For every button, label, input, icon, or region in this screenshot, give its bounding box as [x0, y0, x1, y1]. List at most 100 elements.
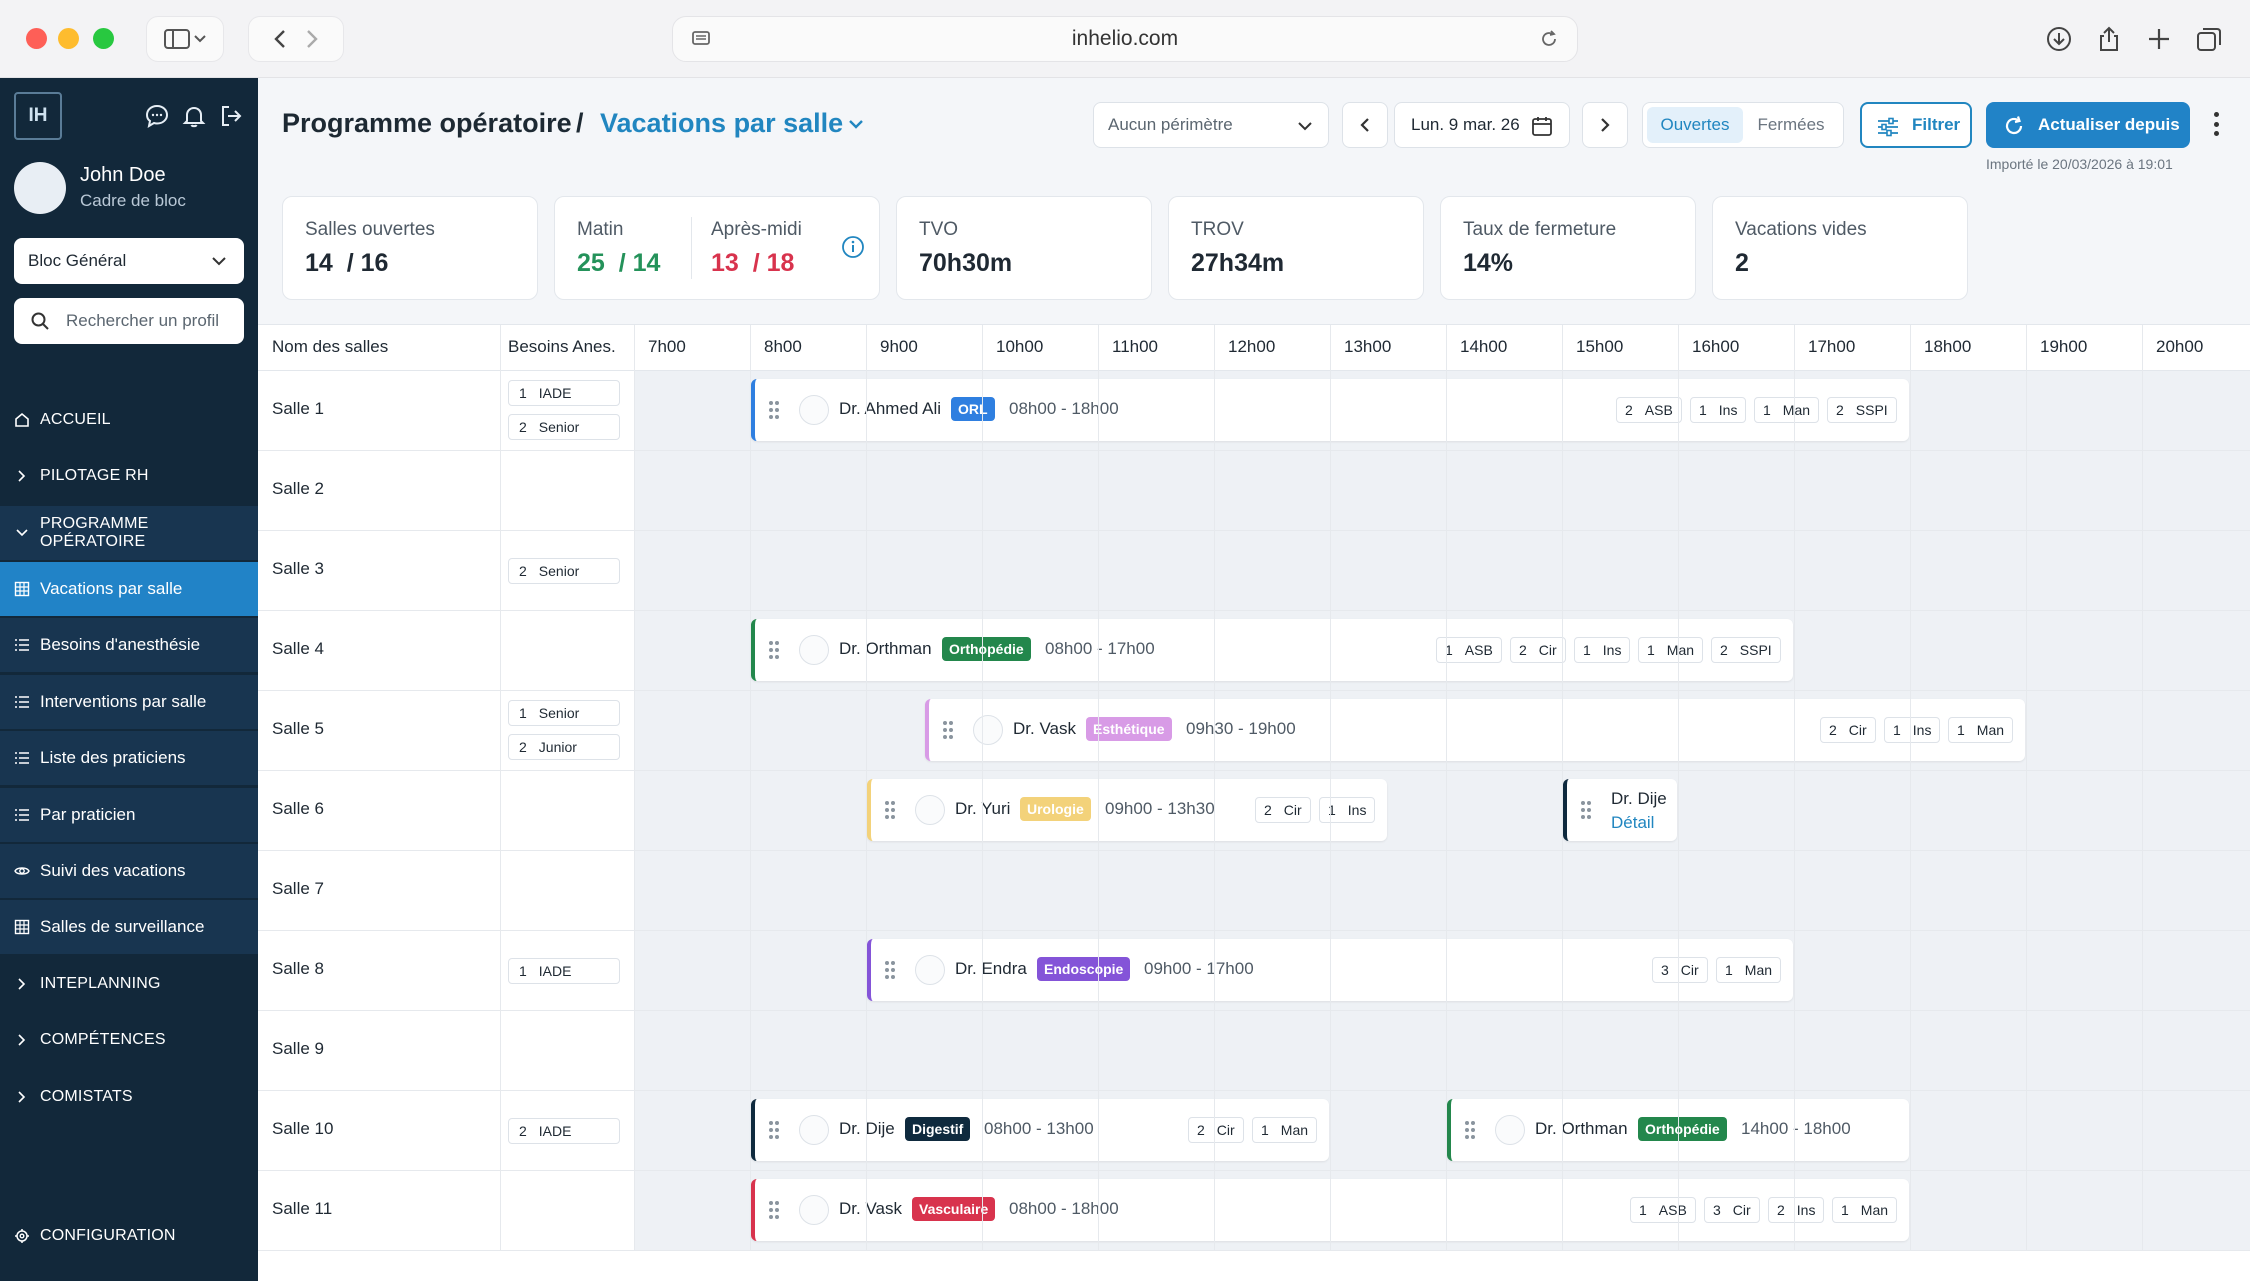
doctor-avatar [799, 395, 829, 425]
vacation-time: 14h00 - 18h00 [1741, 1119, 1851, 1138]
nav-besoins-anesthesie[interactable]: Besoins d'anesthésie [0, 618, 258, 672]
staff-role: Cir [1216, 1122, 1235, 1138]
nav-interventions-par-salle[interactable]: Interventions par salle [0, 675, 258, 729]
staff-chip: 1 Man [1948, 717, 2014, 743]
drag-handle-icon[interactable] [769, 1121, 779, 1139]
logout-icon[interactable] [218, 103, 244, 129]
chevron-down-icon[interactable] [846, 118, 866, 132]
toggle-closed[interactable]: Fermées [1757, 115, 1825, 134]
drag-handle-icon[interactable] [943, 721, 953, 739]
more-options-icon[interactable] [2208, 108, 2224, 140]
staff-chip: 3 Cir [1704, 1197, 1760, 1223]
staff-count: 1 [1841, 1202, 1849, 1218]
bell-icon[interactable] [181, 103, 207, 129]
doctor-name: Dr. Ahmed Ali [839, 399, 942, 418]
info-icon[interactable] [841, 235, 865, 259]
need-role: IADE [538, 963, 572, 979]
nav-comistats[interactable]: COMISTATS [0, 1070, 258, 1124]
profile-search-input[interactable]: Rechercher un profil [14, 298, 244, 344]
bloc-select[interactable]: Bloc Général [14, 238, 244, 284]
address-bar[interactable]: inhelio.com [672, 16, 1578, 62]
date-value: Lun. 9 mar. 26 [1411, 115, 1520, 134]
nav-label: Liste des praticiens [40, 748, 186, 767]
drag-handle-icon[interactable] [1581, 801, 1591, 819]
timeline-lane[interactable] [634, 451, 2250, 530]
tabs-overview-icon[interactable] [2194, 24, 2224, 54]
table-row: Salle 8 1 IADE Dr. Endra Endoscopie 09h00 - 1… [258, 931, 2250, 1011]
date-picker[interactable]: Lun. 9 mar. 26 [1394, 102, 1570, 148]
next-day-button[interactable] [1582, 102, 1628, 148]
nav-programme-operatoire[interactable]: PROGRAMME OPÉRATOIRE [0, 506, 258, 560]
breadcrumb-separator: / [576, 108, 584, 138]
bloc-select-value: Bloc Général [28, 251, 127, 270]
nav-liste-praticiens[interactable]: Liste des praticiens [0, 731, 258, 785]
specialty-badge: Endoscopie [1037, 957, 1131, 981]
chevron-right-icon [18, 1091, 26, 1103]
share-icon[interactable] [2094, 24, 2124, 54]
download-icon[interactable] [2044, 24, 2074, 54]
drag-handle-icon[interactable] [1465, 1121, 1475, 1139]
perimeter-select[interactable]: Aucun périmètre [1093, 102, 1329, 148]
app-logo[interactable]: IH [14, 92, 62, 140]
vacation-card[interactable]: Dr. Orthman Orthopédie 08h00 - 17h00 1 ASB 2 C… [751, 619, 1793, 681]
nav-pilotage-rh[interactable]: PILOTAGE RH [0, 449, 258, 503]
avatar[interactable] [14, 162, 66, 214]
nav-inteplanning[interactable]: INTEPLANNING [0, 957, 258, 1011]
vacation-card[interactable]: Dr. Dije Détail [1563, 779, 1677, 841]
staff-chip: 2 SSPI [1711, 637, 1781, 663]
filter-button[interactable]: Filtrer [1860, 102, 1972, 148]
new-tab-icon[interactable] [2144, 24, 2174, 54]
timeline-lane[interactable] [634, 851, 2250, 930]
nav-par-praticien[interactable]: Par praticien [0, 788, 258, 842]
timeline-lane[interactable] [634, 1011, 2250, 1090]
staff-role: Man [1782, 402, 1811, 418]
staff-chip: 1 Ins [1884, 717, 1941, 743]
vacation-card[interactable]: Dr. Vask Esthétique 09h30 - 19h00 2 Cir 1 Ins 1… [925, 699, 2025, 761]
table-row: Salle 9 [258, 1011, 2250, 1091]
drag-handle-icon[interactable] [885, 801, 895, 819]
vacation-time: 08h00 - 13h00 [984, 1119, 1094, 1138]
drag-handle-icon[interactable] [885, 961, 895, 979]
back-arrow-icon[interactable] [266, 27, 296, 51]
anesthesia-need-chip: 1 Senior [508, 700, 620, 726]
forward-arrow-icon[interactable] [296, 27, 326, 51]
refresh-icon [2005, 116, 2023, 135]
vacation-card[interactable]: Dr. Dije Digestif 08h00 - 13h00 2 Cir 1 Man [751, 1099, 1329, 1161]
nav-vacations-par-salle[interactable]: Vacations par salle [0, 562, 258, 616]
minimize-window-button[interactable] [58, 28, 79, 49]
hour-header: 8h00 [764, 337, 802, 356]
drag-handle-icon[interactable] [769, 401, 779, 419]
table-row: Salle 2 [258, 451, 2250, 531]
drag-handle-icon[interactable] [769, 641, 779, 659]
chat-icon[interactable] [144, 103, 170, 129]
nav-configuration[interactable]: CONFIGURATION [0, 1209, 258, 1263]
vacation-card[interactable]: Dr. Yuri Urologie 09h00 - 13h30 2 Cir 1 Ins [867, 779, 1387, 841]
hour-header: 18h00 [1924, 337, 1972, 356]
nav-label: CONFIGURATION [40, 1227, 176, 1244]
hour-header: 16h00 [1692, 337, 1740, 356]
view-select[interactable]: Vacations par salle [600, 108, 844, 138]
detail-link[interactable]: Détail [1611, 813, 1655, 832]
drag-handle-icon[interactable] [769, 1201, 779, 1219]
staff-role: Man [1860, 1202, 1889, 1218]
nav-label: Vacations par salle [40, 579, 183, 598]
close-window-button[interactable] [26, 28, 47, 49]
need-role: IADE [538, 385, 572, 401]
nav-competences[interactable]: COMPÉTENCES [0, 1013, 258, 1067]
timeline-lane[interactable] [634, 531, 2250, 610]
page-menu-icon[interactable] [689, 27, 713, 51]
grid-line [866, 325, 867, 1251]
need-role: Senior [538, 563, 580, 579]
staff-role: Cir [1732, 1202, 1751, 1218]
nav-salles-surveillance[interactable]: Salles de surveillance [0, 900, 258, 954]
nav-suivi-vacations[interactable]: Suivi des vacations [0, 844, 258, 898]
prev-day-button[interactable] [1342, 102, 1388, 148]
toggle-open[interactable]: Ouvertes [1647, 107, 1743, 143]
anesthesia-need-chip: 1 IADE [508, 380, 620, 406]
chevron-down-icon [16, 529, 28, 537]
nav-accueil[interactable]: ACCUEIL [0, 393, 258, 447]
maximize-window-button[interactable] [93, 28, 114, 49]
sidebar-toggle-button[interactable] [146, 16, 224, 62]
refresh-button[interactable]: Actualiser depuis [1986, 102, 2190, 148]
reload-icon[interactable] [1537, 27, 1561, 51]
